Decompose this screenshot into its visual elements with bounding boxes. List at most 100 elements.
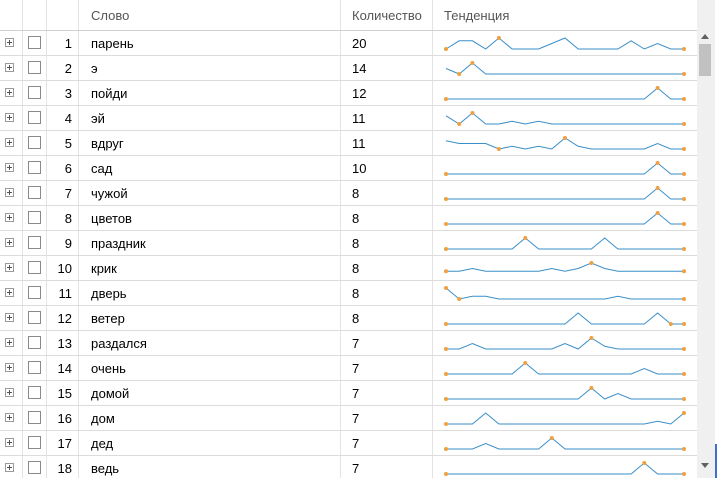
expand-plus-icon[interactable] (5, 238, 14, 247)
expand-cell (0, 231, 23, 255)
count-cell: 7 (341, 356, 433, 380)
expand-plus-icon[interactable] (5, 363, 14, 372)
row-checkbox[interactable] (28, 461, 41, 474)
column-header-count[interactable]: Количество (341, 0, 433, 30)
expand-plus-icon[interactable] (5, 413, 14, 422)
trend-sparkline (445, 111, 686, 126)
row-checkbox[interactable] (28, 261, 41, 274)
table-row[interactable]: 18 ведь 7 (0, 456, 697, 478)
trend-sparkline (444, 286, 686, 301)
row-checkbox[interactable] (28, 111, 41, 124)
table-row[interactable]: 17 дед 7 (0, 431, 697, 456)
expand-plus-icon[interactable] (5, 288, 14, 297)
word-grid: Слово Количество Тенденция 1 парень 20 2 э 14… (0, 0, 697, 478)
word-cell: сад (79, 156, 341, 180)
table-row[interactable]: 14 очень 7 (0, 356, 697, 381)
table-row[interactable]: 6 сад 10 (0, 156, 697, 181)
row-checkbox[interactable] (28, 36, 41, 49)
trend-cell (433, 31, 697, 55)
expand-plus-icon[interactable] (5, 213, 14, 222)
table-row[interactable]: 16 дом 7 (0, 406, 697, 431)
sparkline-path (446, 337, 684, 350)
sparkline-path (446, 312, 684, 325)
row-checkbox[interactable] (28, 311, 41, 324)
sparkline-marker (470, 111, 475, 115)
row-checkbox[interactable] (28, 61, 41, 74)
scroll-down-arrow-icon[interactable] (701, 463, 709, 468)
count-cell: 11 (341, 131, 433, 155)
sparkline-marker (682, 297, 686, 301)
row-checkbox[interactable] (28, 86, 41, 99)
table-row[interactable]: 4 эй 11 (0, 106, 697, 131)
expand-plus-icon[interactable] (5, 463, 14, 472)
expand-plus-icon[interactable] (5, 38, 14, 47)
trend-cell (433, 456, 697, 478)
sparkline-marker (563, 136, 567, 140)
expand-plus-icon[interactable] (5, 338, 14, 347)
header-checkbox-cell (23, 0, 47, 30)
expand-plus-icon[interactable] (5, 438, 14, 447)
sparkline-marker (668, 322, 673, 326)
expand-plus-icon[interactable] (5, 388, 14, 397)
sparkline-marker (457, 72, 462, 76)
expand-plus-icon[interactable] (5, 88, 14, 97)
trend-sparkline (444, 236, 686, 251)
sparkline-marker (682, 269, 686, 274)
row-checkbox[interactable] (28, 136, 41, 149)
sparkline-marker (444, 172, 448, 176)
table-row[interactable]: 10 крик 8 (0, 256, 697, 281)
trend-cell (433, 256, 697, 280)
row-checkbox[interactable] (28, 386, 41, 399)
expand-plus-icon[interactable] (5, 63, 14, 72)
table-row[interactable]: 1 парень 20 (0, 31, 697, 56)
table-row[interactable]: 9 праздник 8 (0, 231, 697, 256)
checkbox-cell (23, 281, 47, 305)
count-cell: 20 (341, 31, 433, 55)
scroll-up-arrow-icon[interactable] (701, 34, 709, 39)
table-row[interactable]: 13 раздался 7 (0, 331, 697, 356)
row-checkbox[interactable] (28, 361, 41, 374)
row-checkbox[interactable] (28, 436, 41, 449)
table-row[interactable]: 5 вдруг 11 (0, 131, 697, 156)
column-header-trend[interactable]: Тенденция (444, 8, 510, 23)
sparkline-path (446, 412, 685, 425)
column-header-word[interactable]: Слово (79, 0, 341, 30)
table-row[interactable]: 15 домой 7 (0, 381, 697, 406)
sparkline-marker (682, 372, 686, 376)
word-cell: пойди (79, 81, 341, 105)
table-row[interactable]: 3 пойди 12 (0, 81, 697, 106)
row-checkbox[interactable] (28, 186, 41, 199)
expand-plus-icon[interactable] (5, 163, 14, 172)
row-checkbox[interactable] (28, 411, 41, 424)
trend-sparkline (444, 312, 686, 326)
table-row[interactable]: 2 э 14 (0, 56, 697, 81)
sparkline-marker (682, 72, 686, 76)
sparkline-path (445, 37, 684, 50)
row-number: 2 (47, 56, 79, 80)
word-cell: очень (79, 356, 341, 380)
table-row[interactable]: 12 ветер 8 (0, 306, 697, 331)
expand-cell (0, 456, 23, 478)
table-row[interactable]: 11 дверь 8 (0, 281, 697, 306)
row-checkbox[interactable] (28, 336, 41, 349)
trend-cell (433, 181, 697, 205)
vertical-scrollbar[interactable] (697, 0, 715, 478)
scrollbar-thumb[interactable] (699, 44, 711, 76)
count-cell: 7 (341, 406, 433, 430)
row-checkbox[interactable] (28, 161, 41, 174)
row-checkbox[interactable] (28, 236, 41, 249)
expand-plus-icon[interactable] (5, 138, 14, 147)
trend-cell (433, 206, 697, 230)
table-row[interactable]: 8 цветов 8 (0, 206, 697, 231)
row-checkbox[interactable] (28, 211, 41, 224)
sparkline-marker (444, 47, 448, 51)
sparkline-marker (655, 211, 660, 215)
expand-plus-icon[interactable] (5, 313, 14, 322)
table-row[interactable]: 7 чужой 8 (0, 181, 697, 206)
row-number: 6 (47, 156, 79, 180)
row-checkbox[interactable] (28, 286, 41, 299)
expand-plus-icon[interactable] (5, 113, 14, 122)
expand-plus-icon[interactable] (5, 188, 14, 197)
checkbox-cell (23, 306, 47, 330)
expand-plus-icon[interactable] (5, 263, 14, 272)
